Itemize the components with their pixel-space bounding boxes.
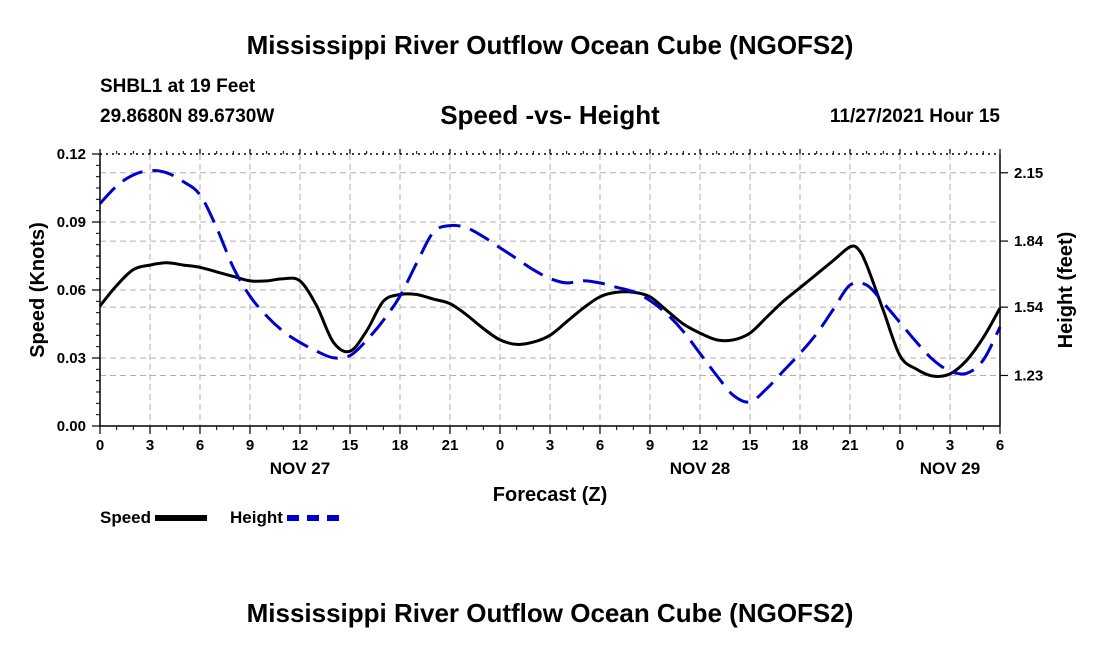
x-tick-label: 18 bbox=[392, 437, 409, 454]
legend-height-label: Height bbox=[230, 508, 283, 527]
legend-speed-label: Speed bbox=[100, 508, 152, 527]
y2-tick-label: 1.23 bbox=[1014, 367, 1043, 384]
legend-speed: Speed bbox=[100, 508, 208, 528]
legend-height: Height bbox=[230, 508, 339, 528]
x-tick-label: 0 bbox=[896, 437, 904, 454]
x-tick-label: 21 bbox=[842, 437, 859, 454]
x-tick-label: 3 bbox=[146, 437, 154, 454]
station-label: SHBL1 at 19 Feet bbox=[100, 76, 256, 97]
axis-layer: 0 3 6 9 12 15 18 21 0 3 6 9 12 15 18 21 0 3 6 NOV 27 NOV 28 N… bbox=[57, 146, 1044, 478]
chart-subtitle: Speed -vs- Height bbox=[440, 100, 660, 130]
main-title: Mississippi River Outflow Ocean Cube (NG… bbox=[246, 30, 854, 60]
date-label: NOV 29 bbox=[920, 459, 980, 478]
coordinates-label: 29.8680N 89.6730W bbox=[100, 106, 275, 127]
y2-axis-title: Height (feet) bbox=[1055, 232, 1077, 349]
x-tick-label: 6 bbox=[996, 437, 1004, 454]
date-label: NOV 27 bbox=[270, 459, 330, 478]
y-tick-label: 0.12 bbox=[57, 146, 86, 163]
x-tick-label: 0 bbox=[496, 437, 504, 454]
x-tick-label: 3 bbox=[946, 437, 954, 454]
footer-title: Mississippi River Outflow Ocean Cube (NG… bbox=[246, 598, 854, 628]
series-layer bbox=[98, 169, 1002, 404]
y-tick-label: 0.06 bbox=[57, 282, 86, 299]
x-axis-title: Forecast (Z) bbox=[493, 484, 607, 506]
x-tick-label: 15 bbox=[742, 437, 759, 454]
x-tick-label: 6 bbox=[196, 437, 204, 454]
x-tick-label: 21 bbox=[442, 437, 459, 454]
y2-tick-label: 2.15 bbox=[1014, 165, 1043, 182]
y-axis-title: Speed (Knots) bbox=[27, 222, 49, 358]
legend-speed-swatch bbox=[155, 515, 208, 521]
y2-tick-label: 1.54 bbox=[1014, 299, 1044, 316]
x-tick-label: 3 bbox=[546, 437, 554, 454]
legend-height-swatch bbox=[286, 515, 339, 521]
x-tick-label: 0 bbox=[96, 437, 104, 454]
x-tick-label: 6 bbox=[596, 437, 604, 454]
x-tick-label: 9 bbox=[246, 437, 254, 454]
y-tick-label: 0.00 bbox=[57, 418, 86, 435]
y-tick-label: 0.03 bbox=[57, 350, 86, 367]
x-tick-label: 15 bbox=[342, 437, 359, 454]
x-tick-label: 18 bbox=[792, 437, 809, 454]
y2-tick-label: 1.84 bbox=[1014, 233, 1044, 250]
series-line-height bbox=[98, 169, 1002, 404]
x-tick-label: 9 bbox=[646, 437, 654, 454]
timestamp-label: 11/27/2021 Hour 15 bbox=[829, 106, 1000, 127]
x-tick-label: 12 bbox=[692, 437, 709, 454]
date-label: NOV 28 bbox=[670, 459, 730, 478]
y-tick-label: 0.09 bbox=[57, 214, 86, 231]
series-line-speed bbox=[98, 244, 1002, 378]
grid-layer bbox=[100, 154, 1000, 426]
x-tick-label: 12 bbox=[292, 437, 309, 454]
